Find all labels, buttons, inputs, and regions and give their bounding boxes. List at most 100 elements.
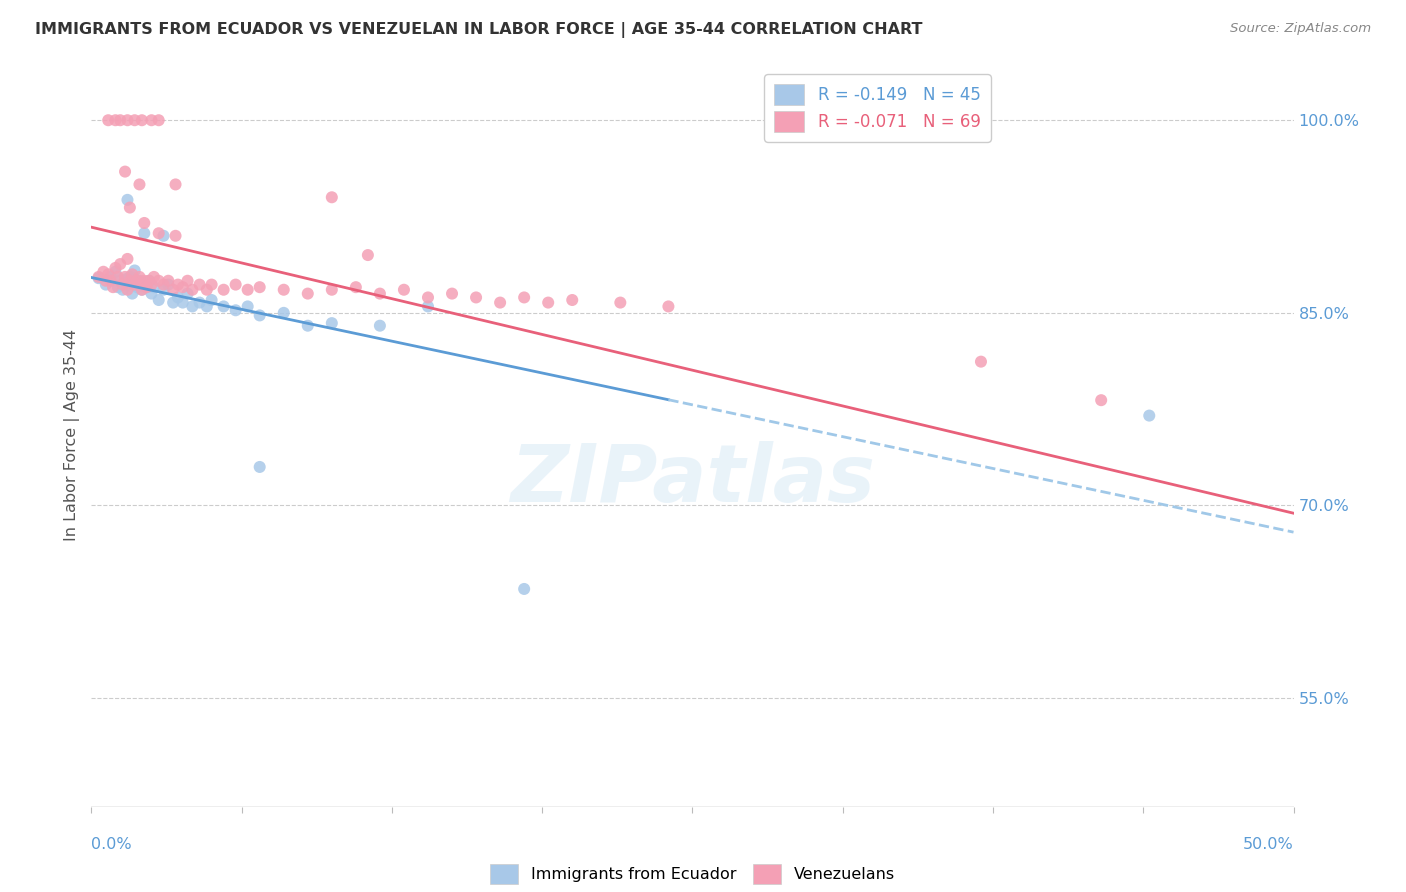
Point (134, 274, 156, 288)
Point (124, 263, 146, 277)
Text: 0.0%: 0.0% (91, 837, 132, 852)
Point (321, 190, 343, 204)
Point (225, 277, 247, 292)
Point (141, 286, 163, 301)
Point (416, 300, 439, 314)
Point (357, 248, 380, 262)
Point (537, 295, 560, 310)
Point (609, 295, 631, 310)
Point (148, 113, 170, 128)
Point (111, 283, 134, 297)
Point (172, 295, 194, 310)
Point (195, 283, 218, 297)
Point (111, 277, 134, 292)
Point (195, 300, 218, 314)
Point (392, 283, 415, 297)
Point (134, 216, 156, 230)
Point (104, 265, 127, 279)
Text: IMMIGRANTS FROM ECUADOR VS VENEZUELAN IN LABOR FORCE | AGE 35-44 CORRELATION CHA: IMMIGRANTS FROM ECUADOR VS VENEZUELAN IN… (35, 22, 922, 38)
Point (201, 293, 224, 307)
Point (135, 280, 157, 294)
Point (117, 283, 139, 297)
Point (440, 286, 463, 301)
Point (236, 283, 259, 297)
Point (513, 582, 536, 596)
Text: Source: ZipAtlas.com: Source: ZipAtlas.com (1230, 22, 1371, 36)
Point (165, 228, 187, 243)
Point (212, 300, 235, 314)
Point (131, 113, 153, 128)
Point (225, 303, 247, 318)
Point (162, 295, 184, 310)
Point (114, 272, 136, 286)
Point (97, 268, 120, 282)
Point (128, 178, 150, 192)
Point (118, 274, 141, 288)
Point (201, 277, 224, 292)
Point (162, 283, 184, 297)
Point (142, 280, 165, 294)
Point (1137, 409, 1160, 423)
Text: ZIPatlas: ZIPatlas (510, 441, 875, 518)
Point (124, 277, 146, 292)
Point (321, 316, 343, 330)
Point (87, 271, 110, 285)
Point (167, 277, 190, 292)
Point (368, 318, 391, 333)
Point (101, 280, 124, 294)
Point (1090, 393, 1112, 408)
Point (131, 283, 153, 297)
Point (181, 283, 204, 297)
Point (152, 283, 174, 297)
Point (100, 269, 122, 284)
Y-axis label: In Labor Force | Age 35-44: In Labor Force | Age 35-44 (65, 329, 80, 541)
Point (165, 178, 187, 192)
Point (121, 286, 143, 301)
Point (212, 283, 235, 297)
Point (148, 274, 170, 288)
Point (118, 201, 141, 215)
Point (416, 290, 439, 304)
Legend: Immigrants from Ecuador, Venezuelans: Immigrants from Ecuador, Venezuelans (482, 856, 903, 892)
Point (157, 274, 180, 288)
Point (121, 268, 143, 282)
Point (93, 265, 115, 279)
Point (172, 280, 194, 294)
Point (249, 309, 271, 323)
Point (297, 286, 319, 301)
Point (97, 113, 120, 128)
Point (152, 277, 174, 292)
Point (134, 226, 156, 240)
Point (465, 290, 488, 304)
Point (117, 113, 139, 128)
Point (141, 277, 163, 292)
Point (114, 269, 136, 284)
Text: 50.0%: 50.0% (1243, 837, 1294, 852)
Point (561, 293, 583, 307)
Point (125, 274, 148, 288)
Point (188, 277, 211, 292)
Point (141, 113, 163, 128)
Point (104, 113, 127, 128)
Point (131, 283, 153, 297)
Point (107, 280, 129, 294)
Point (321, 283, 343, 297)
Point (657, 300, 679, 314)
Point (273, 283, 295, 297)
Point (138, 274, 160, 288)
Point (104, 260, 127, 275)
Point (273, 306, 295, 320)
Point (125, 280, 148, 294)
Point (176, 274, 198, 288)
Point (110, 274, 132, 288)
Point (124, 113, 146, 128)
Point (148, 293, 170, 307)
Point (249, 459, 271, 474)
Point (87, 269, 110, 284)
Point (94, 274, 117, 288)
Point (167, 290, 190, 304)
Point (117, 193, 139, 207)
Point (181, 300, 204, 314)
Point (148, 226, 170, 240)
Point (118, 269, 141, 284)
